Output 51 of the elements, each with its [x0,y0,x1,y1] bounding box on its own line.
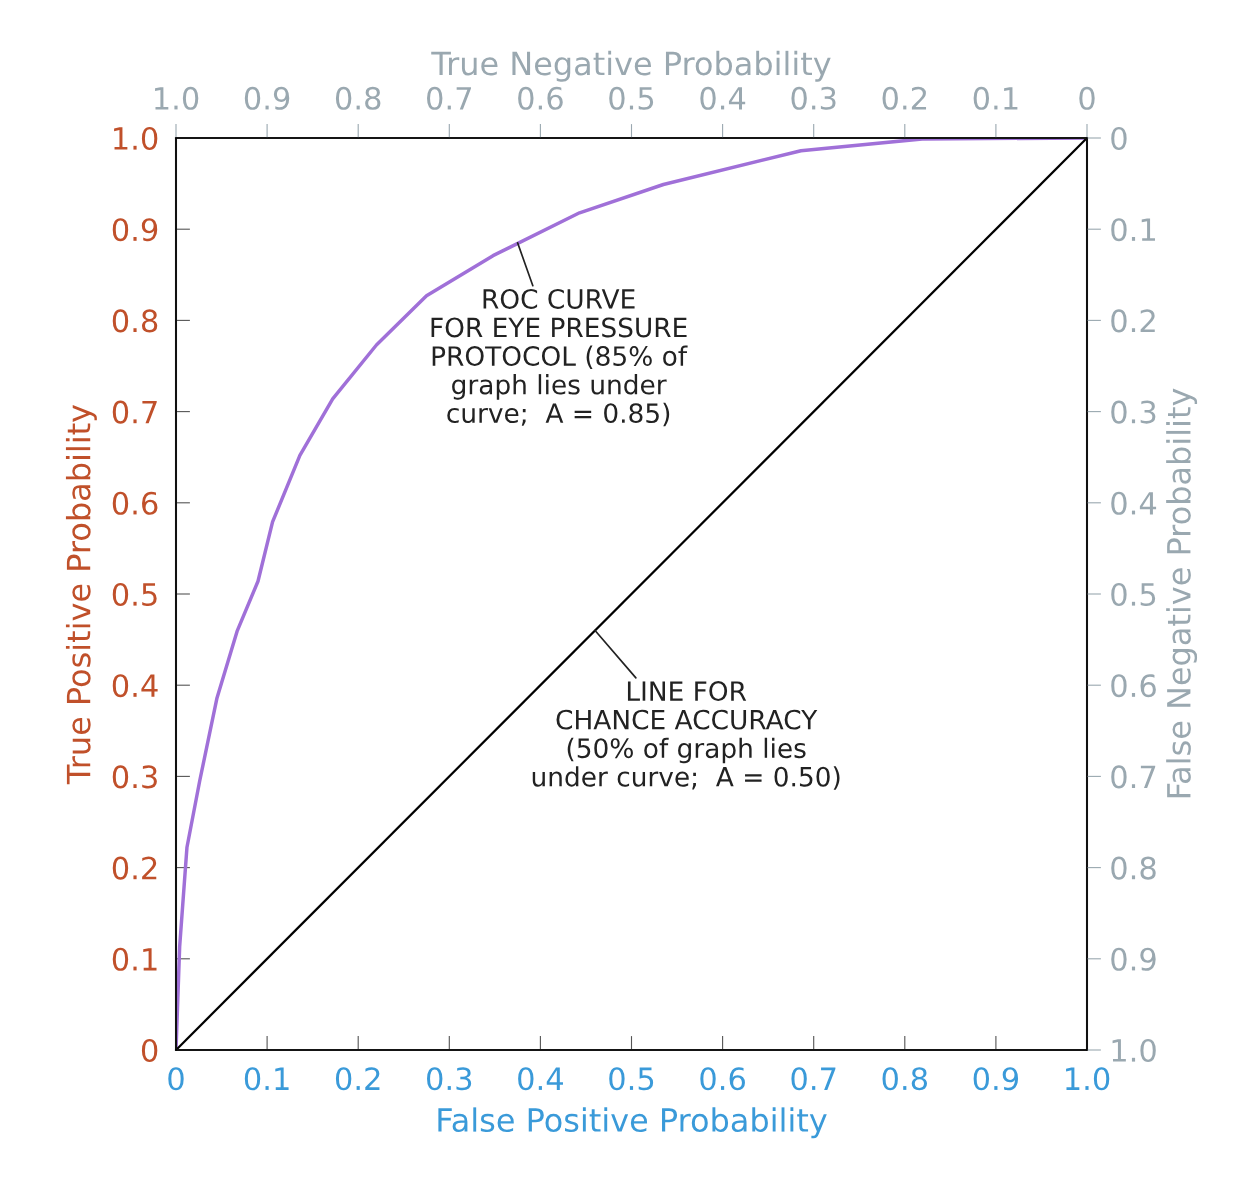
x2-tick-label: 0.1 [973,86,1018,110]
y2-tick-label: 0.7 [1111,765,1156,789]
line-series [176,138,1087,1050]
x2-tick-label: 0 [1079,86,1095,110]
x-tick-label: 0.8 [882,1067,928,1091]
annotation: ROC CURVE FOR EYE PRESSURE PROTOCOL (85% of graph lies under curve; A = 0.85) [431,288,688,427]
y-tick-label: 0 [141,1038,158,1063]
y2-tick-label: 0.8 [1111,856,1156,880]
x2-tick-label: 0.5 [609,86,654,110]
y-tick-label: 0.5 [112,582,157,607]
x-tick-label: 0.1 [244,1067,289,1091]
y-tick-label: 0.2 [112,856,157,880]
x-tick-label: 1.0 [1066,1067,1110,1091]
x-tick-label: 0.3 [427,1067,472,1091]
y2-tick-label: 0.9 [1111,947,1156,971]
y2-tick-label: 0.3 [1111,400,1156,424]
x-tick-label: 0.9 [973,1067,1019,1091]
y-tick-label: 0.6 [112,491,158,515]
y2-tick-label: 0.1 [1111,218,1155,242]
x2-tick-label: 0.3 [791,86,836,110]
x-tick-label: 0.6 [700,1067,745,1091]
x-tick-label: 0.7 [791,1067,836,1091]
x2-tick-label: 0.7 [427,86,471,110]
y2-tick-label: 0.5 [1111,582,1156,607]
y-tick-label: 0.1 [112,947,157,971]
x2-tick-label: 0.6 [518,86,563,110]
x-tick-label: 0.4 [518,1067,563,1091]
y2-tick-label: 0.2 [1111,309,1155,333]
x2-tick-label: 0.2 [882,86,927,110]
y-tick-label: 0.3 [112,765,157,789]
x2-tick-label: 0.9 [244,86,290,110]
x2-tick-label: 0.4 [700,86,746,110]
x-tick-label: 0.2 [335,1067,380,1091]
x-tick-label: 0.5 [609,1067,654,1091]
y-tick-label: 0.9 [112,218,158,242]
x-tick-label: 0 [168,1067,184,1091]
x2-axis-title: True Negative Probability [431,50,831,82]
x2-tick-label: 1.0 [155,86,199,110]
y-tick-label: 0.8 [112,309,158,333]
y-tick-label: 0.7 [112,400,157,424]
y-axis-title: True Positive Probability [65,404,97,785]
y-tick-label: 1.0 [114,126,158,151]
y2-tick-label: 0.4 [1111,491,1157,515]
y2-tick-label: 0 [1111,126,1127,151]
y2-tick-label: 0.6 [1111,674,1156,698]
x2-tick-label: 0.8 [335,86,381,110]
annotation: LINE FOR CHANCE ACCURACY (50% of graph lies under curve; A = 0.50) [532,681,840,790]
x-axis-title: False Positive Probability [438,1107,827,1139]
y2-axis-title: False Negative Probability [1166,388,1198,798]
y2-tick-label: 1.0 [1112,1038,1156,1063]
y-tick-label: 0.4 [112,674,158,698]
